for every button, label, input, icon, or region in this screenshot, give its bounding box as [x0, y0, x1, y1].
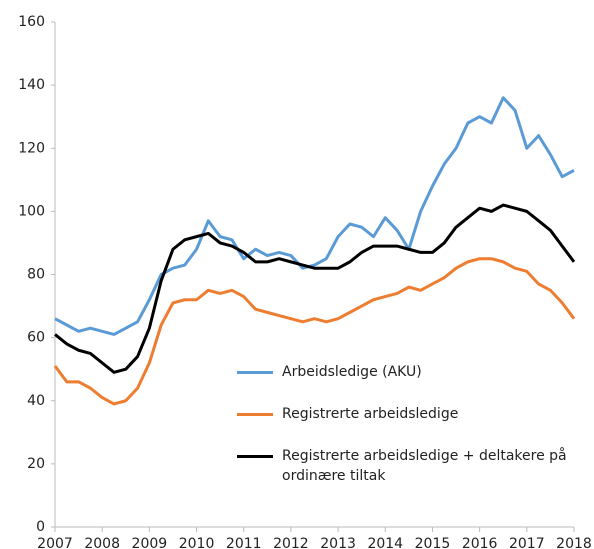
x-tick-label: 2015	[415, 536, 451, 549]
series-line	[54, 203, 576, 374]
legend-item: Arbeidsledige (AKU)	[237, 362, 587, 382]
legend-label: Registrerte arbeidsledige	[282, 406, 459, 422]
x-tick-label: 2013	[320, 536, 356, 549]
y-tick-label: 140	[18, 77, 45, 93]
y-tick-label: 0	[36, 519, 45, 535]
x-tick-label: 2017	[509, 536, 545, 549]
x-tick-label: 2010	[179, 536, 215, 549]
legend-swatch	[237, 371, 273, 374]
y-tick-label: 20	[27, 456, 45, 472]
x-tick-label: 2008	[84, 536, 120, 549]
x-tick-label: 2009	[132, 536, 168, 549]
x-tick-label: 2007	[37, 536, 73, 549]
legend-swatch	[237, 413, 273, 416]
y-tick-label: 120	[18, 140, 45, 156]
legend-label: Arbeidsledige (AKU)	[282, 364, 422, 380]
x-tick-label: 2016	[462, 536, 498, 549]
x-tick-label: 2011	[226, 536, 262, 549]
y-tick-label: 40	[27, 393, 45, 409]
legend-item: Registrerte arbeidsledige + deltakere på…	[237, 446, 587, 486]
series-line	[53, 257, 576, 406]
legend-item: Registrerte arbeidsledige	[237, 404, 587, 424]
legend: Arbeidsledige (AKU) Registrerte arbeidsle…	[237, 362, 587, 508]
y-tick-label: 60	[27, 330, 45, 346]
x-tick-label: 2012	[273, 536, 309, 549]
y-tick-label: 160	[18, 14, 45, 30]
y-tick-label: 100	[18, 203, 45, 219]
legend-label: Registrerte arbeidsledige + deltakere på…	[282, 448, 567, 484]
legend-swatch	[237, 455, 273, 458]
y-tick-label: 80	[27, 267, 45, 283]
x-tick-label: 2018	[556, 536, 592, 549]
series-line	[54, 96, 575, 336]
x-tick-label: 2014	[367, 536, 403, 549]
